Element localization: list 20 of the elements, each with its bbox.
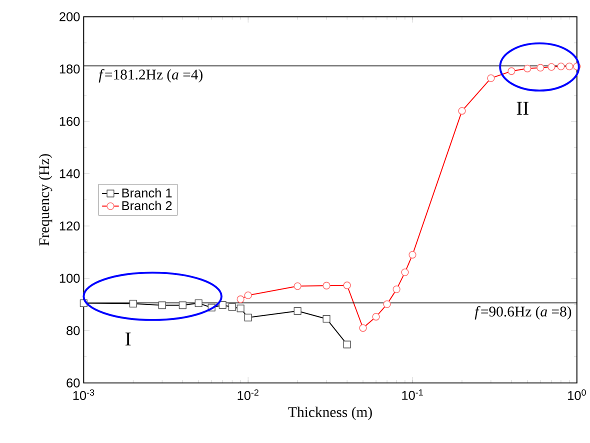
y-tick-label: 200	[60, 12, 80, 22]
legend-label: Branch 1	[122, 188, 172, 198]
y-tick-label: 100	[60, 274, 80, 283]
x-tick-label: 10$^{-2}$	[238, 389, 258, 400]
ref-line-label: f=181.2Hz (a =4)	[98, 69, 202, 83]
y-tick-label: 120	[60, 221, 80, 231]
ref-line-label: f=90.6Hz (a =8)	[474, 306, 572, 320]
x-tick-label: 10$^{-3}$	[73, 389, 94, 400]
y-tick-label: 140	[60, 169, 80, 178]
x-tick-label: 10$^{-1}$	[402, 389, 423, 400]
annotation: I	[126, 332, 131, 346]
x-tick-label: 10$^{0}$	[568, 389, 586, 400]
legend-label: Branch 2	[122, 200, 172, 210]
y-tick-label: 160	[60, 116, 80, 126]
y-tick-label: 60	[66, 378, 80, 388]
y-tick-label: 180	[60, 64, 80, 74]
y-axis-title: Frequency (Hz)	[38, 154, 52, 246]
x-axis-title: Thickness (m)	[288, 406, 372, 420]
y-tick-label: 80	[66, 326, 80, 336]
annotation: II	[516, 102, 528, 115]
